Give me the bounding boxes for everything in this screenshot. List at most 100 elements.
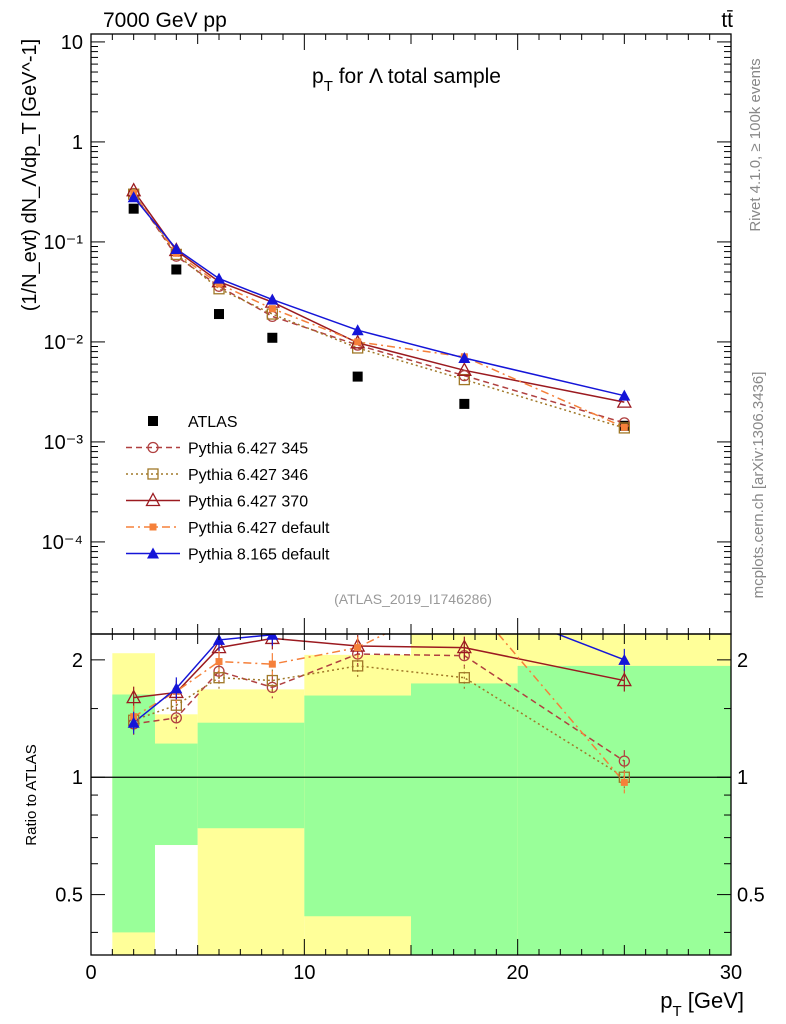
main-point-atlas-1 — [171, 264, 182, 275]
main-point-p6def-4 — [354, 338, 362, 346]
ratio-ytick-label-2: 2 — [72, 650, 83, 672]
main-point-p6def-6 — [620, 423, 628, 431]
legend: ATLAS Pythia 6.427 345 Pythia 6.427 346 Pyt… — [126, 414, 330, 564]
legend-label-p346: Pythia 6.427 346 — [188, 467, 308, 484]
ratio-point-p346-2 — [213, 672, 225, 684]
ratio-point-p345-3 — [266, 681, 278, 694]
legend-item-atlas: ATLAS — [148, 414, 238, 431]
ratio-point-p6def-3 — [268, 660, 276, 668]
main-point-atlas-4 — [352, 371, 363, 382]
main-ytick-label-3: 10⁻¹ — [44, 232, 84, 254]
main-line-p6def — [133, 193, 625, 428]
ratio-point-p346-5 — [458, 672, 470, 684]
main-line-p370 — [133, 190, 625, 403]
legend-label-p345: Pythia 6.427 345 — [188, 441, 308, 458]
main-y-label: (1/N_evt) dN_Λ/dp_T [GeV^-1] — [19, 39, 41, 312]
main-point-p6def-2 — [215, 280, 223, 288]
ratio-point-p345-1 — [170, 712, 182, 724]
legend-marker-p370 — [145, 492, 161, 507]
main-ytick-label-4: 1 — [72, 132, 83, 154]
main-line-p8def — [133, 196, 625, 397]
ratio-point-p6def-2 — [215, 658, 223, 666]
legend-item-p345: Pythia 6.427 345 — [126, 441, 308, 458]
plot-title-rest: for Λ total sample — [333, 65, 501, 88]
main-point-p345-3 — [266, 310, 278, 323]
x-tick-label-3: 30 — [720, 962, 742, 984]
ratio-ytick-label-right-2: 2 — [737, 650, 748, 672]
ratio-point-p8def-6 — [618, 653, 631, 665]
legend-label-p370: Pythia 6.427 370 — [188, 494, 308, 511]
band-green-2 — [197, 722, 305, 829]
main-ytick-label-0: 10⁻⁴ — [42, 532, 83, 554]
band-green-5 — [517, 665, 731, 955]
main-point-atlas-3 — [267, 332, 278, 343]
legend-marker-p6def — [149, 523, 157, 531]
x-label-sub: T — [672, 1003, 681, 1020]
ratio-point-p8def-1 — [170, 682, 183, 694]
ratio-point-p346-4 — [352, 660, 364, 672]
x-tick-label-1: 10 — [293, 962, 315, 984]
ratio-series-markers — [126, 634, 632, 794]
band-green-1 — [155, 743, 198, 846]
main-point-p8def-4 — [351, 324, 364, 336]
x-tick-label-0: 0 — [85, 962, 96, 984]
main-series-lines — [133, 190, 625, 429]
ratio-ytick-label-0: 0.5 — [55, 885, 83, 907]
ratio-point-p6def-4 — [354, 644, 362, 652]
main-ytick-label-1: 10⁻³ — [44, 432, 84, 454]
main-frame — [90, 33, 732, 635]
header-left: 7000 GeV pp — [103, 9, 227, 32]
main-point-atlas-2 — [214, 309, 224, 320]
legend-label-p6def: Pythia 6.427 default — [188, 520, 330, 537]
main-point-p8def-3 — [266, 293, 279, 305]
ratio-ytick-label-right-0: 0.5 — [737, 885, 765, 907]
legend-marker-p345 — [147, 441, 159, 454]
main-point-atlas-0 — [128, 203, 139, 214]
main-point-p8def-2 — [213, 272, 225, 284]
x-label-main: p — [660, 988, 672, 1013]
legend-label-p8def: Pythia 8.165 default — [188, 547, 330, 564]
ratio-point-p370-0 — [126, 689, 142, 704]
main-ytick-label-2: 10⁻² — [44, 332, 84, 354]
legend-marker-p8def — [147, 547, 159, 559]
axes: 10⁻⁴ 10⁻³ 10⁻² 10⁻¹ 1 10 0 10 20 30 0.5 0.5 1 1 2 2 — [42, 32, 765, 984]
band-white-gap — [155, 845, 198, 955]
x-label-rest: [GeV] — [682, 988, 744, 1013]
ratio-ytick-label-right-1: 1 — [737, 767, 748, 789]
ratio-point-p345-6 — [618, 755, 630, 767]
plot-title-main: p — [312, 65, 324, 88]
ratio-point-p8def-0 — [127, 716, 140, 728]
legend-item-p370: Pythia 6.427 370 — [126, 492, 308, 511]
main-point-p370-6 — [616, 393, 632, 408]
main-series-markers — [126, 182, 632, 434]
header-right: tt̄ — [721, 9, 733, 32]
legend-item-p6def: Pythia 6.427 default — [126, 520, 330, 537]
ratio-point-p345-2 — [213, 665, 225, 677]
plot-title-sub: T — [324, 78, 333, 95]
legend-label-atlas: ATLAS — [188, 414, 238, 431]
band-green-4 — [411, 683, 518, 955]
ratio-ytick-label-1: 1 — [72, 767, 83, 789]
rivet-label: Rivet 4.1.0, ≥ 100k events — [747, 58, 764, 231]
mcplots-label: mcplots.cern.ch [arXiv:1306.3436] — [750, 372, 767, 599]
main-point-p8def-1 — [170, 242, 183, 254]
main-point-p346-6 — [618, 422, 630, 434]
band-green-3 — [304, 695, 411, 917]
legend-marker-atlas — [148, 416, 158, 426]
main-point-p370-5 — [456, 361, 472, 376]
main-ytick-label-5: 10 — [61, 32, 83, 54]
ratio-point-p6def-6 — [620, 778, 628, 786]
main-line-p345 — [133, 193, 625, 424]
legend-item-p346: Pythia 6.427 346 — [126, 467, 308, 484]
ratio-point-p370-6 — [616, 672, 632, 687]
x-axis-label: pT [GeV] — [660, 988, 744, 1020]
main-point-atlas-5 — [459, 398, 470, 409]
analysis-id: (ATLAS_2019_I1746286) — [334, 591, 492, 607]
ratio-point-p8def-3 — [266, 634, 279, 640]
legend-marker-p346 — [147, 468, 159, 480]
main-point-p346-5 — [458, 373, 470, 386]
main-point-p8def-0 — [127, 191, 140, 203]
ratio-y-label: Ratio to ATLAS — [23, 744, 40, 845]
ratio-point-p370-5 — [456, 639, 472, 654]
